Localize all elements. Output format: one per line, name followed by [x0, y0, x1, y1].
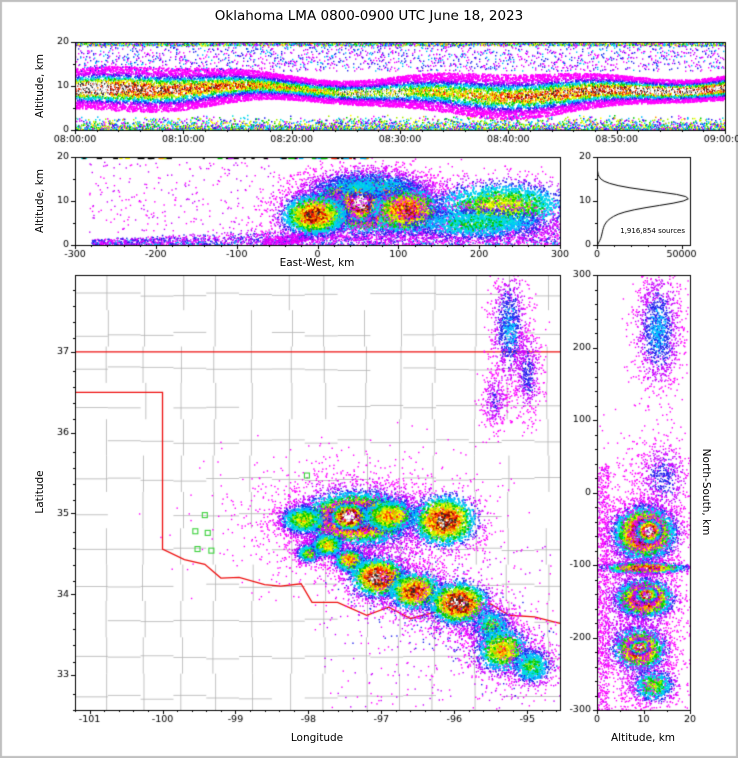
north-south-xlabel: Altitude, km	[610, 732, 676, 744]
figure-title: Oklahoma LMA 0800-0900 UTC June 18, 2023	[214, 8, 524, 24]
time-height-ylabel: Altitude, km	[34, 53, 46, 119]
east-west-ylabel: Altitude, km	[34, 168, 46, 234]
plan-ylabel: Latitude	[34, 470, 46, 514]
source-count-annotation: 1,916,854 sources	[620, 227, 685, 235]
north-south-ylabel: North-South, km	[700, 448, 712, 536]
plan-xlabel: Longitude	[290, 732, 344, 744]
east-west-xlabel: East-West, km	[279, 257, 355, 269]
